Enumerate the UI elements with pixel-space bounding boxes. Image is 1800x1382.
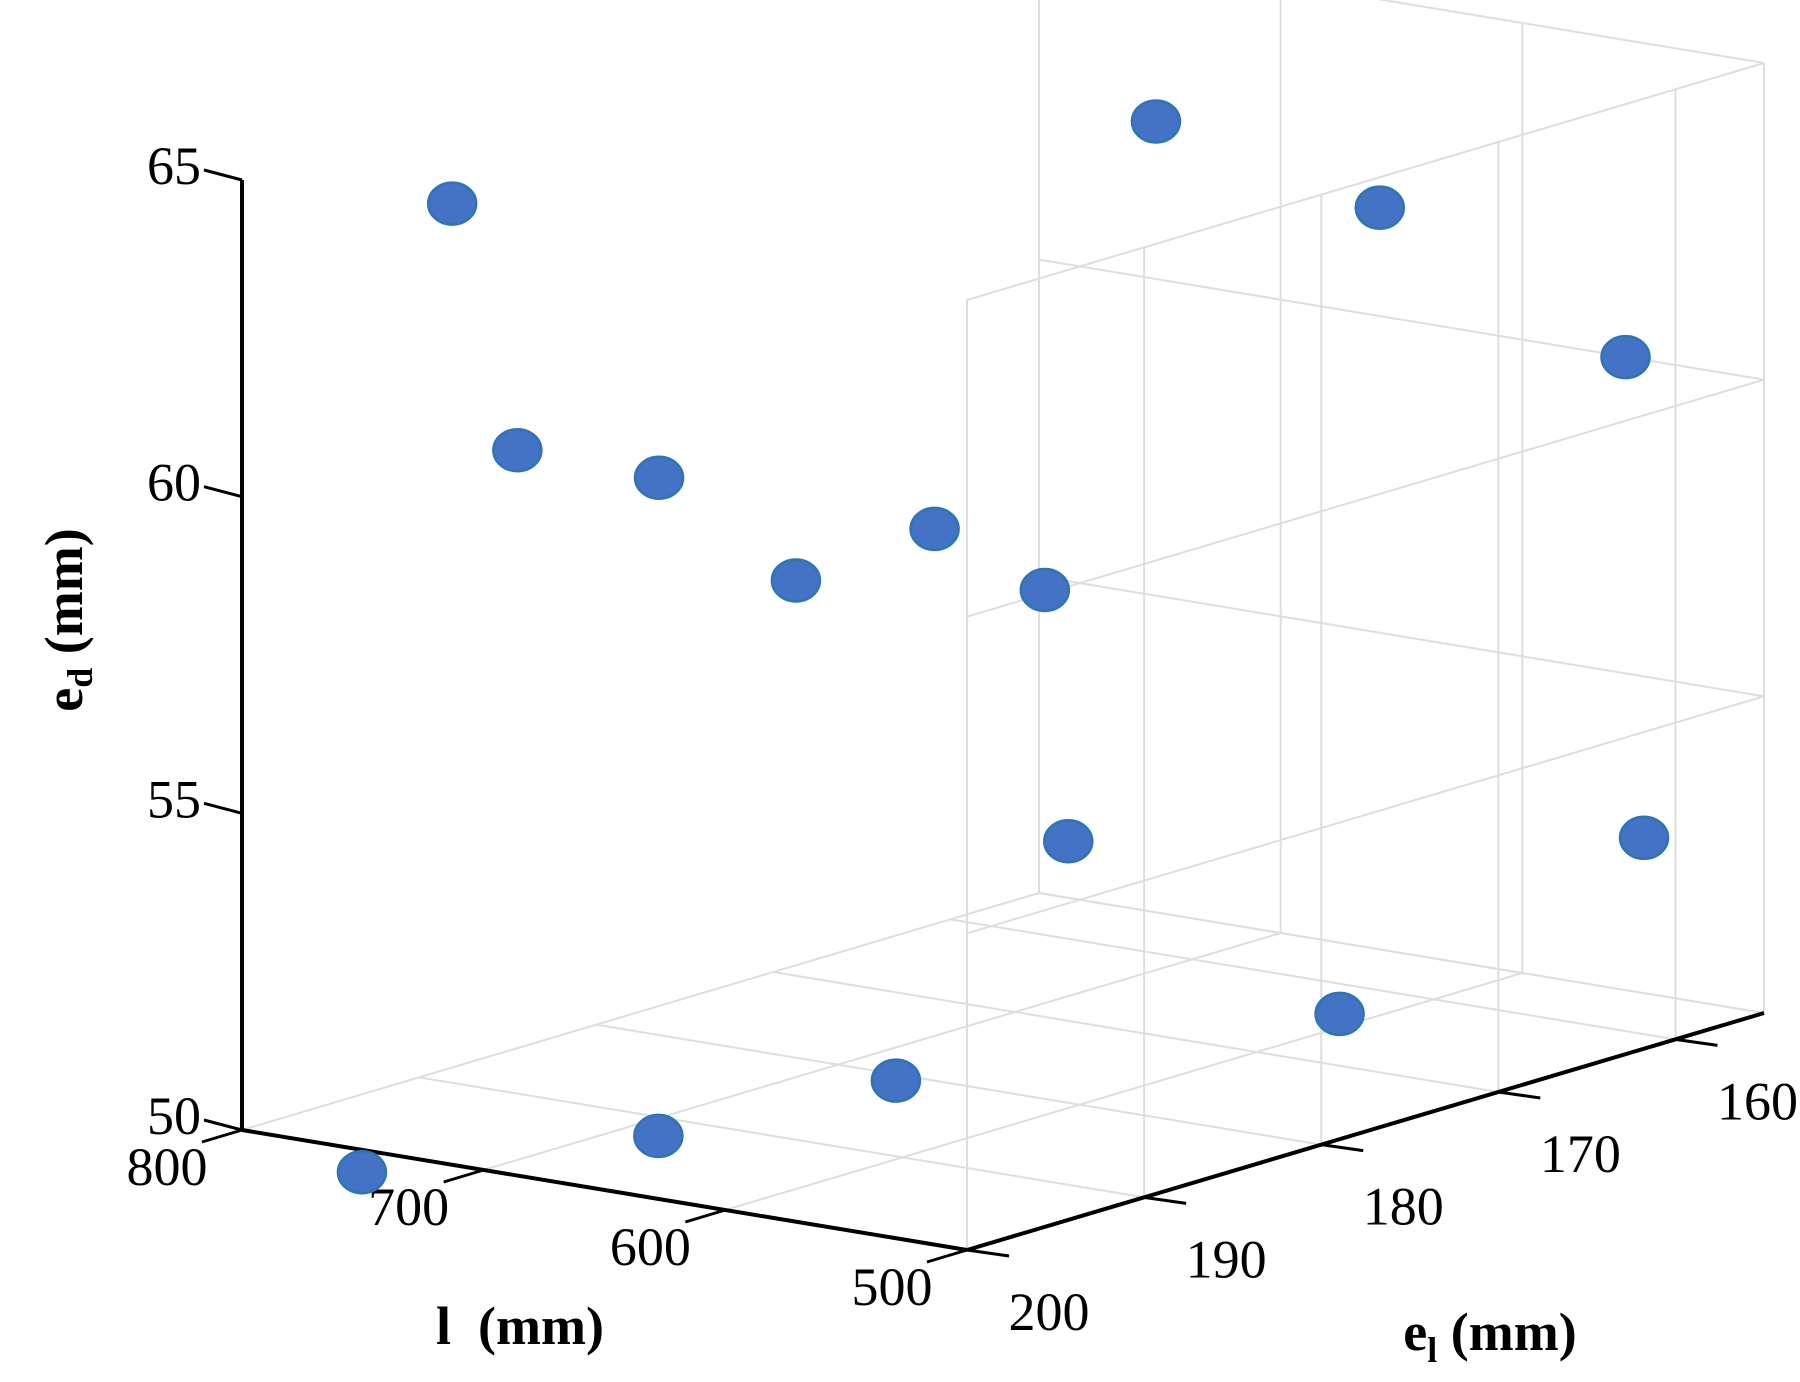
z-tick	[203, 485, 243, 499]
z-tick	[203, 801, 243, 815]
x-tick	[684, 1208, 726, 1224]
y-tick-label: 180	[1363, 1177, 1444, 1237]
data-points	[336, 99, 1670, 1195]
z-tick-label: 65	[147, 136, 201, 196]
grid-line	[966, 695, 1765, 935]
data-point	[336, 1149, 388, 1195]
grid-line	[1377, 0, 1765, 64]
grid-line	[966, 62, 1765, 301]
data-point	[770, 558, 822, 603]
data-point	[1600, 334, 1651, 380]
grid-line	[1038, 575, 1765, 698]
x-tick-label: 500	[852, 1257, 933, 1317]
y-tick-label: 160	[1717, 1071, 1798, 1131]
y-tick	[966, 1248, 1010, 1258]
grid-line	[483, 932, 1281, 1171]
data-point	[1618, 815, 1670, 861]
y-tick	[1498, 1090, 1541, 1100]
z-tick	[203, 168, 243, 182]
z-tick-label: 55	[147, 769, 201, 829]
data-point	[426, 181, 478, 226]
x-tick-label: 700	[368, 1177, 449, 1237]
y-axis-line	[966, 1011, 1765, 1252]
grid-line	[966, 378, 1765, 618]
data-point	[1043, 819, 1094, 864]
x-tick	[201, 1128, 243, 1144]
grid-line	[418, 1076, 1145, 1199]
data-point	[633, 455, 685, 500]
data-point	[909, 506, 960, 552]
data-point	[1130, 99, 1182, 144]
y-tick	[1143, 1195, 1187, 1205]
z-axis-title: ed (mm)	[34, 528, 100, 711]
y-tick-label: 200	[1009, 1282, 1090, 1342]
data-point	[1019, 567, 1071, 613]
z-tick-label: 60	[147, 453, 201, 513]
grid-lines	[241, 0, 1765, 1251]
x-axis-title: l (mm)	[436, 1296, 604, 1356]
y-tick	[1675, 1037, 1718, 1047]
data-point	[870, 1058, 922, 1103]
y-tick	[1321, 1143, 1364, 1153]
grid-line	[725, 972, 1523, 1211]
grid-line	[241, 892, 1040, 1131]
y-axis-title: el (mm)	[1403, 1302, 1576, 1370]
data-point	[633, 1113, 684, 1159]
x-tick	[926, 1248, 968, 1264]
axes	[240, 180, 1765, 1252]
x-tick	[443, 1168, 485, 1184]
y-tick-label: 170	[1540, 1124, 1621, 1184]
data-point	[1354, 185, 1406, 230]
z-tick	[203, 1118, 243, 1132]
x-tick-label: 600	[610, 1217, 691, 1277]
x-tick-label: 800	[127, 1137, 208, 1197]
y-tick-label: 190	[1186, 1229, 1267, 1289]
grid-line	[596, 1023, 1322, 1146]
grid-line	[950, 918, 1676, 1041]
grid-line	[773, 971, 1499, 1093]
z-tick-label: 50	[147, 1086, 201, 1146]
data-point	[492, 427, 543, 473]
grid-line	[1038, 892, 1765, 1014]
grid-line	[1038, 258, 1765, 381]
data-point	[1314, 991, 1365, 1037]
